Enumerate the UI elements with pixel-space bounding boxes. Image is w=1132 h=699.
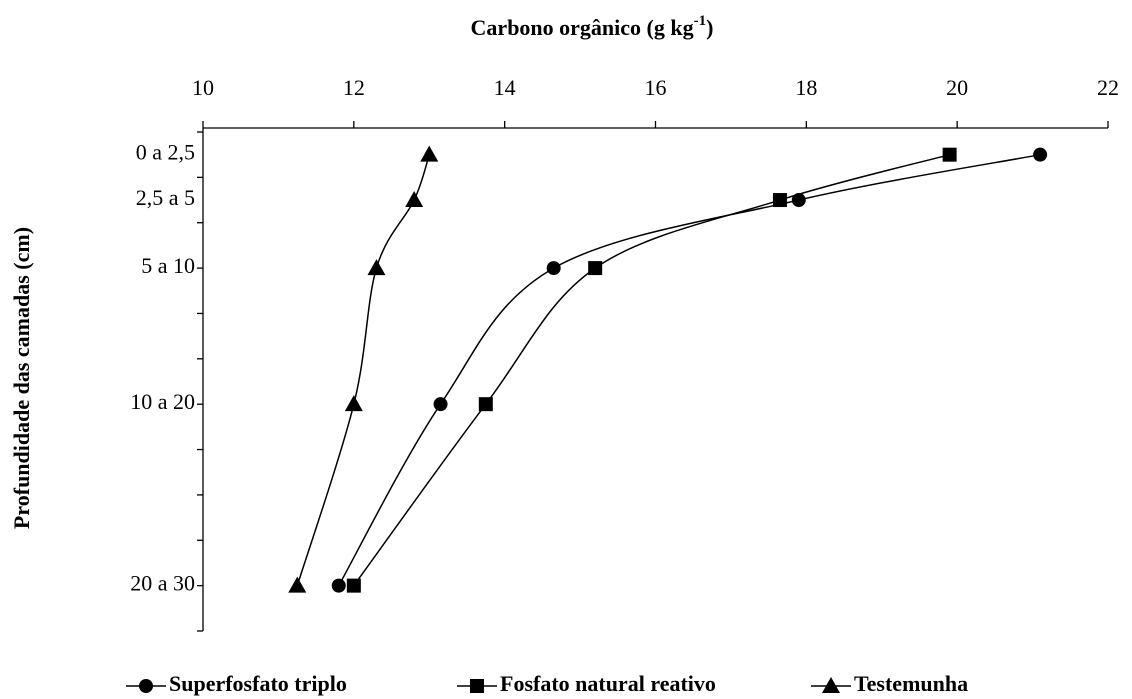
legend-label: Fosfato natural reativo (500, 671, 716, 696)
legend-item: Fosfato natural reativo (457, 671, 716, 696)
x-tick-label: 16 (645, 75, 667, 100)
series-line (296, 154, 430, 586)
legend-item: Superfosfato triplo (126, 671, 347, 696)
marker (139, 679, 153, 693)
marker (942, 147, 957, 162)
chart-title: Carbono orgânico (g kg-1) (471, 13, 714, 40)
y-tick-label: 20 a 30 (130, 571, 195, 596)
marker (344, 395, 363, 412)
marker (1033, 147, 1048, 162)
x-tick-label: 22 (1097, 75, 1119, 100)
x-tick-label: 18 (795, 75, 817, 100)
marker (588, 261, 603, 276)
x-tick-label: 20 (946, 75, 968, 100)
marker (367, 259, 386, 276)
y-tick-label: 10 a 20 (130, 389, 195, 414)
title-text: Carbono orgânico (g kg (471, 15, 694, 40)
series-line (353, 153, 950, 587)
marker (822, 677, 840, 693)
legend-item: Testemunha (811, 671, 968, 696)
marker (288, 576, 307, 593)
marker (331, 578, 346, 593)
marker (433, 397, 448, 412)
legend-label: Superfosfato triplo (169, 671, 347, 696)
marker (546, 261, 561, 276)
marker (791, 193, 806, 208)
x-tick-label: 10 (192, 75, 214, 100)
marker (470, 679, 484, 693)
marker (346, 578, 361, 593)
y-tick-label: 5 a 10 (141, 253, 195, 278)
marker (772, 193, 787, 208)
marker (478, 397, 493, 412)
marker (405, 191, 424, 208)
y-tick-label: 0 a 2,5 (136, 140, 195, 165)
title-end: ) (706, 15, 713, 40)
series-line (338, 153, 1041, 587)
legend-label: Testemunha (854, 671, 968, 696)
y-axis-label: Profundidade das camadas (cm) (9, 227, 34, 529)
title-superscript: -1 (694, 13, 707, 29)
x-tick-label: 14 (494, 75, 516, 100)
marker (420, 145, 439, 162)
x-tick-label: 12 (343, 75, 365, 100)
y-tick-label: 2,5 a 5 (136, 185, 195, 210)
